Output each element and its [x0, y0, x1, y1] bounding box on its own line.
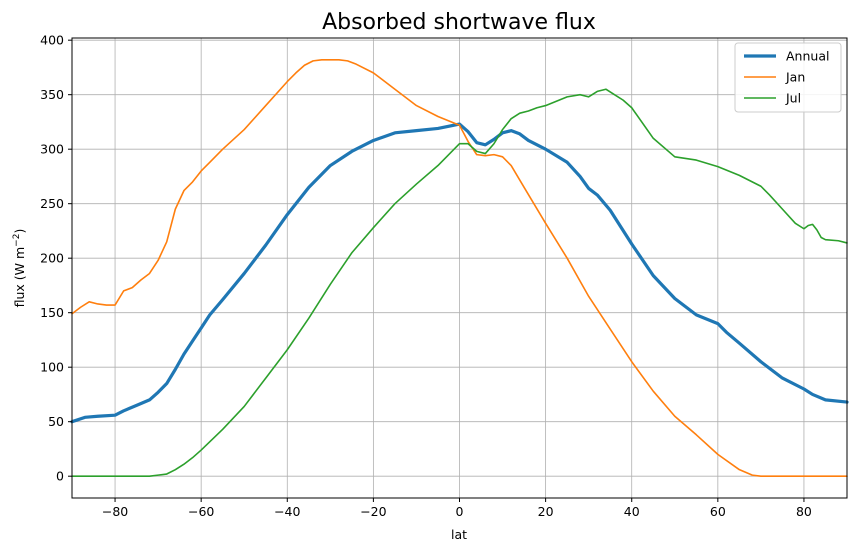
x-axis-label: lat	[451, 527, 467, 542]
y-axis-label-main: flux (W m	[12, 247, 27, 308]
y-tick-label: 50	[48, 414, 64, 429]
y-axis-label: flux (W m−2)	[12, 229, 27, 308]
x-tick-label: −60	[188, 504, 214, 519]
x-tick-label: 20	[538, 504, 554, 519]
legend-label-annual: Annual	[786, 49, 829, 64]
x-ticks: −80 −60 −40 −20 0 20 40 60 80	[102, 498, 812, 519]
y-tick-label: 0	[56, 469, 64, 484]
x-tick-label: −40	[274, 504, 300, 519]
legend-label-jan: Jan	[785, 70, 805, 85]
y-tick-label: 350	[40, 87, 64, 102]
legend: Annual Jan Jul	[734, 42, 842, 113]
x-tick-label: 80	[796, 504, 812, 519]
series-lines	[70, 59, 849, 477]
y-tick-label: 100	[40, 360, 64, 375]
legend-box	[734, 42, 842, 113]
y-axis-label-sup: −2	[12, 234, 22, 247]
chart-title: Absorbed shortwave flux	[322, 10, 596, 35]
y-axis-label-close: )	[12, 229, 27, 234]
series-line-annual	[70, 122, 849, 424]
y-tick-label: 150	[40, 305, 64, 320]
x-tick-label: 40	[624, 504, 640, 519]
x-tick-label: 60	[710, 504, 726, 519]
legend-label-jul: Jul	[785, 91, 801, 106]
series-line-jan	[71, 59, 848, 477]
grid-lines	[72, 38, 847, 498]
y-tick-label: 200	[40, 251, 64, 266]
y-tick-label: 250	[40, 196, 64, 211]
y-ticks: 0 50 100 150 200 250 300 350 400	[40, 33, 72, 484]
y-tick-label: 300	[40, 142, 64, 157]
x-tick-label: 0	[456, 504, 464, 519]
y-tick-label: 400	[40, 33, 64, 48]
x-tick-label: −20	[360, 504, 386, 519]
series-line-jul	[71, 88, 848, 477]
x-tick-label: −80	[102, 504, 128, 519]
